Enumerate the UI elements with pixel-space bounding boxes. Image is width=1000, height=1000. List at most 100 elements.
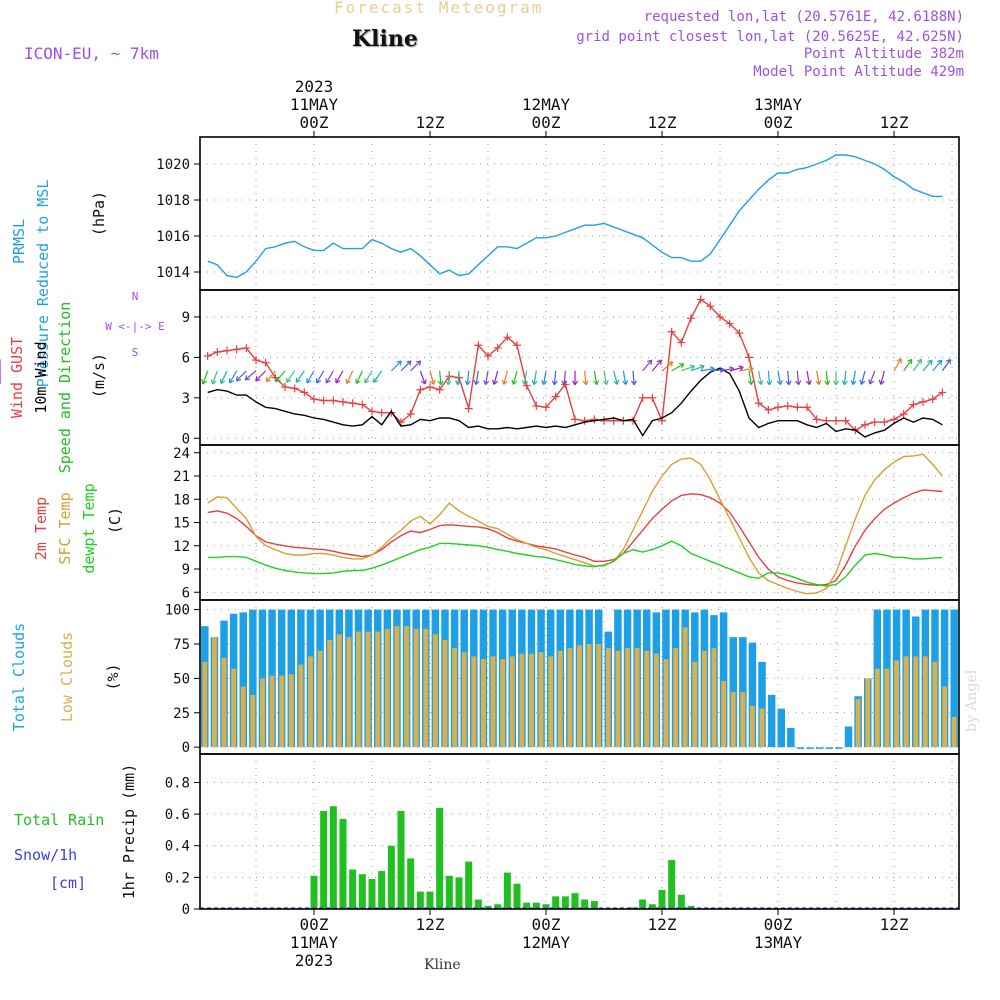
rain-bar	[648, 904, 656, 909]
wind-direction-arrowhead	[295, 377, 301, 383]
meteogram-title: Forecast Meteogram	[334, 0, 544, 17]
wind-direction-arrowhead	[355, 378, 361, 385]
gust-marker	[387, 408, 396, 417]
wind-direction-arrow	[512, 370, 518, 385]
gust-marker	[426, 383, 435, 392]
wind-speed-line	[207, 367, 943, 438]
rain-bar	[320, 810, 328, 909]
gust-marker	[580, 416, 589, 425]
gust-marker	[464, 404, 473, 413]
gust-marker	[754, 399, 763, 408]
top-time-label: 12Z	[648, 113, 677, 132]
gust-marker	[861, 420, 870, 429]
wind-direction-arrowhead	[364, 378, 370, 384]
low-cloud-bar	[759, 708, 765, 748]
low-cloud-bar	[644, 650, 650, 748]
gust-marker	[928, 395, 937, 404]
wind-direction-arrowhead	[201, 379, 207, 385]
y-tick-label: 25	[173, 706, 190, 722]
wind-direction-arrow	[364, 370, 373, 384]
wind-direction-arrowhead	[228, 378, 235, 384]
panel-frame	[199, 136, 960, 291]
gust-marker	[222, 346, 231, 355]
wind-direction-arrowhead	[757, 380, 764, 386]
low-cloud-bar	[538, 652, 544, 748]
wind-direction-arrow	[787, 370, 790, 385]
gust-marker	[474, 341, 483, 350]
total-cloud-bar	[787, 727, 795, 748]
wind-direction-arrow	[860, 370, 866, 385]
wind-direction-arrow	[880, 370, 885, 385]
low-cloud-bar	[365, 631, 371, 748]
wind-direction-arrowhead	[859, 379, 866, 385]
gust-marker	[532, 401, 541, 410]
wind-direction-arrow	[690, 365, 705, 372]
gust-marker	[503, 333, 512, 342]
low-cloud-bar	[298, 664, 304, 748]
wind-direction-arrow	[806, 370, 811, 385]
model-altitude: Model Point Altitude 429m	[753, 64, 964, 80]
wind-direction-arrow	[681, 365, 695, 372]
gust-marker	[909, 400, 918, 409]
gust-marker	[319, 396, 328, 405]
gust-marker	[271, 373, 280, 382]
panel-frame	[199, 753, 960, 910]
gust-marker	[203, 352, 212, 361]
temp2m-label: 2m Temp	[32, 497, 50, 560]
gust-marker	[590, 415, 599, 424]
low-cloud-bar	[442, 639, 448, 748]
gust-marker	[706, 302, 715, 311]
low-cloud-bar	[260, 678, 265, 748]
wind-direction-arrowhead	[582, 380, 589, 386]
wind-direction-arrow	[410, 360, 421, 372]
wind-direction-arrowhead	[396, 360, 402, 366]
wind-direction-arrow	[729, 366, 744, 372]
low-cloud-bar	[432, 634, 438, 748]
panel-labels: Wind GUST 10m Wind Speed and Direction (m/s…	[8, 290, 165, 473]
wind-direction-arrowhead	[315, 378, 322, 384]
gust-marker	[329, 396, 338, 405]
rain-bar	[532, 902, 540, 909]
low-clouds-label: Low Clouds	[58, 632, 76, 722]
total-cloud-bar	[844, 726, 853, 748]
low-cloud-bar	[404, 626, 409, 748]
wind-direction-arrowhead	[219, 378, 226, 385]
bottom-time-label: 13MAY	[754, 933, 803, 952]
y-tick-label: 3	[182, 391, 190, 407]
wind-direction-arrow	[236, 370, 247, 382]
wind-direction-arrow	[286, 370, 296, 383]
wind-direction-arrow	[748, 370, 753, 385]
low-cloud-bar	[701, 650, 707, 748]
total-cloud-bar	[249, 609, 257, 748]
wind-label: 10m Wind	[32, 341, 50, 413]
gust-marker	[493, 343, 502, 352]
pressure-label-2: Pressure Reduced to MSL	[34, 180, 52, 388]
low-cloud-bar	[423, 628, 429, 748]
wind-direction-arrow	[796, 370, 800, 385]
wind-direction-arrow	[903, 359, 913, 372]
gust-marker	[377, 408, 386, 417]
wind-direction-arrow	[758, 370, 762, 385]
total-cloud-bar	[767, 694, 776, 748]
wind-direction-arrow	[419, 370, 426, 385]
wind-direction-arrowhead	[521, 380, 528, 386]
wind-unit: (m/s)	[90, 353, 108, 398]
gust-marker	[774, 403, 783, 412]
wind-direction-arrowhead	[630, 380, 637, 386]
wind-direction-arrow	[941, 359, 951, 372]
gust-marker	[870, 418, 879, 427]
gust-marker	[793, 403, 802, 412]
2m-temp-line	[207, 489, 943, 587]
wind-direction-arrowhead	[483, 380, 490, 386]
precip-unit: 1hr Precip (mm)	[120, 764, 138, 899]
wind-direction-arrowhead	[907, 358, 913, 365]
total-cloud-bar	[758, 661, 766, 748]
wind-direction-arrowhead	[244, 375, 251, 381]
wind-direction-arrow	[275, 370, 286, 382]
rain-bar	[426, 891, 434, 909]
low-cloud-bar	[951, 716, 957, 748]
y-tick-label: 0.8	[165, 775, 190, 791]
low-cloud-bar	[336, 634, 342, 748]
wind-direction-arrow	[893, 358, 902, 372]
